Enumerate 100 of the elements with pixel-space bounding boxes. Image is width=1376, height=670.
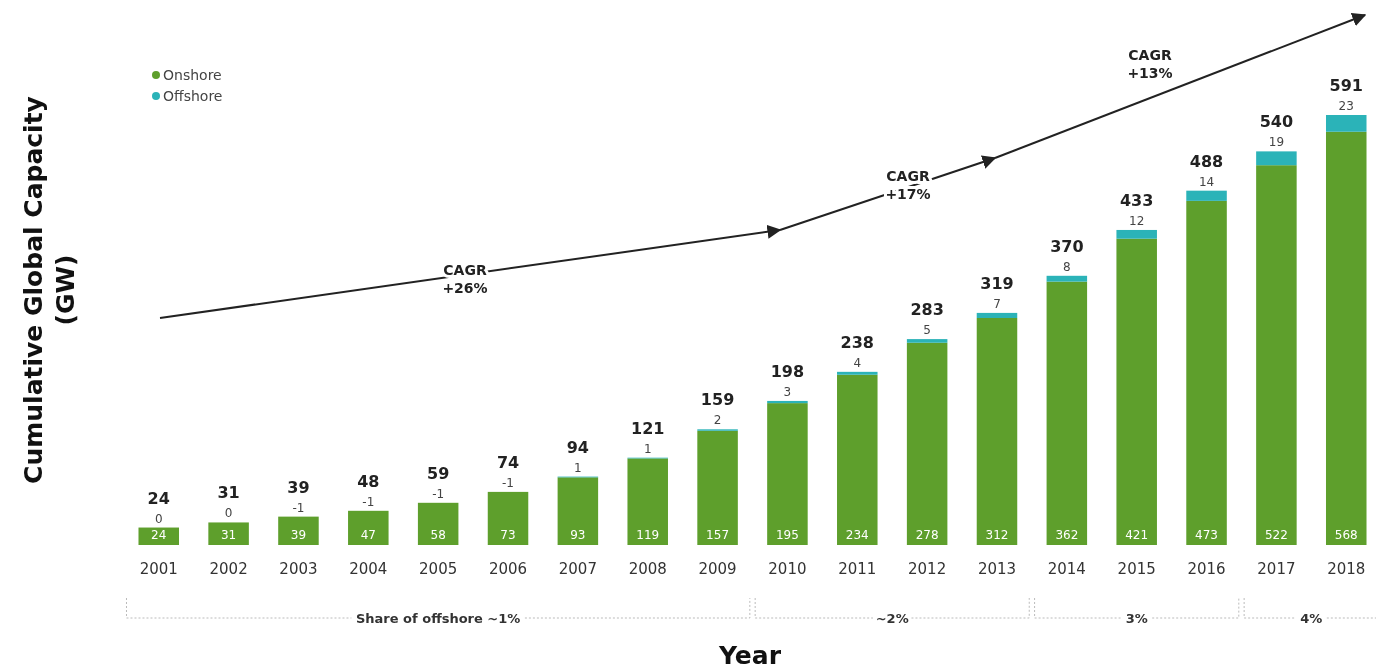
bar (1256, 151, 1297, 166)
total-label: 283 (910, 300, 944, 320)
total-label: 159 (700, 390, 735, 410)
x-tick-label: 2016 (1187, 560, 1226, 578)
bar (906, 339, 948, 343)
data-label: 73 (500, 528, 516, 542)
data-label: 58 (430, 528, 446, 542)
x-tick-label: 2010 (768, 560, 807, 578)
data-label: 278 (915, 528, 939, 542)
bar (837, 374, 878, 545)
data-label: 47 (360, 528, 376, 542)
data-label: 3 (783, 384, 792, 399)
bar (627, 458, 668, 545)
text: -1 (292, 500, 305, 515)
total-label: 31 (217, 483, 240, 503)
data-label: 568 (1334, 528, 1358, 542)
data-label: 39 (290, 528, 307, 542)
bar (1325, 115, 1367, 132)
x-tick-label: 2003 (279, 560, 318, 578)
data-label: 24 (151, 528, 167, 542)
bar (1325, 131, 1367, 545)
x-tick-label: 2002 (209, 560, 248, 578)
data-label: 7 (993, 296, 1001, 311)
annotation: CAGR +26% (442, 262, 488, 296)
data-label: 522 (1264, 528, 1288, 542)
total-label: 591 (1329, 76, 1363, 95)
x-tick-label: 2013 (977, 560, 1017, 578)
data-label: 195 (775, 528, 799, 542)
x-tick-label: 2011 (838, 560, 877, 578)
text: -1 (432, 486, 445, 501)
data-label: 5 (923, 323, 931, 338)
bar (1116, 238, 1157, 545)
data-label: 2 (713, 413, 722, 428)
text: -1 (362, 494, 375, 509)
text: -1 (502, 475, 514, 490)
bar (837, 371, 878, 375)
data-label: 1 (574, 460, 582, 475)
total-label: 488 (1189, 151, 1224, 171)
data-label: 93 (570, 528, 586, 542)
x-tick-label: 2007 (558, 560, 597, 578)
total-label: 540 (1259, 112, 1294, 132)
total-label: 370 (1050, 236, 1084, 256)
x-tick-label: 2015 (1117, 560, 1156, 578)
data-label: 0 (154, 511, 163, 526)
bar (1046, 275, 1088, 282)
bar (417, 502, 459, 545)
x-tick-label: 2008 (628, 560, 667, 578)
data-label: 119 (636, 528, 660, 542)
x-tick-label: 2005 (419, 560, 458, 578)
data-label: 12 (1129, 213, 1145, 228)
data-label: 8 (1063, 259, 1071, 274)
bar (1116, 229, 1157, 239)
total-label: 121 (631, 418, 665, 438)
bar (1186, 200, 1227, 545)
bar (767, 403, 808, 545)
x-tick-label: 2009 (698, 560, 737, 578)
data-label: 312 (985, 528, 1009, 542)
text: Share of offshore ~1% (355, 611, 521, 626)
bar (767, 400, 808, 404)
x-tick-label: 2014 (1047, 560, 1086, 578)
total-label: 24 (147, 488, 170, 508)
total-label: 198 (770, 361, 805, 381)
x-axis-title: Year (718, 641, 782, 670)
data-label: 473 (1195, 528, 1218, 542)
total-label: 48 (357, 471, 380, 491)
x-tick-label: 2004 (349, 560, 388, 578)
text: CAGR +13% (1127, 47, 1173, 81)
x-tick-label: 2001 (139, 560, 178, 578)
total-label: 94 (566, 437, 589, 457)
bar (1046, 281, 1088, 545)
bar (976, 312, 1018, 318)
data-label: 31 (220, 528, 237, 542)
bar (697, 430, 738, 545)
bar (487, 491, 529, 545)
data-label: 23 (1338, 99, 1354, 113)
text: 4% (1300, 611, 1323, 626)
data-label: 157 (706, 528, 730, 542)
x-tick-label: 2012 (908, 560, 947, 578)
data-label: 0 (224, 506, 233, 521)
annotation: CAGR +17% (885, 168, 931, 202)
bar (348, 510, 389, 545)
data-label: 362 (1055, 528, 1079, 542)
total-label: 74 (496, 452, 520, 472)
bar (208, 522, 249, 545)
y-axis-title: Cumulative Global Capacity (GW) (19, 96, 80, 484)
bar (557, 477, 599, 545)
bar (278, 516, 319, 545)
total-label: 319 (980, 273, 1014, 293)
x-tick-label: 2006 (488, 560, 528, 578)
total-label: 39 (287, 477, 310, 497)
data-label: 4 (853, 355, 862, 370)
total-label: 238 (840, 332, 874, 352)
bar (1256, 165, 1297, 545)
data-label: 234 (845, 528, 869, 542)
x-tick-label: 2018 (1327, 560, 1366, 578)
text: ~2% (875, 611, 909, 626)
total-label: 59 (427, 463, 450, 483)
bar (1186, 190, 1227, 201)
bar (906, 342, 948, 545)
data-label: 19 (1268, 135, 1285, 150)
